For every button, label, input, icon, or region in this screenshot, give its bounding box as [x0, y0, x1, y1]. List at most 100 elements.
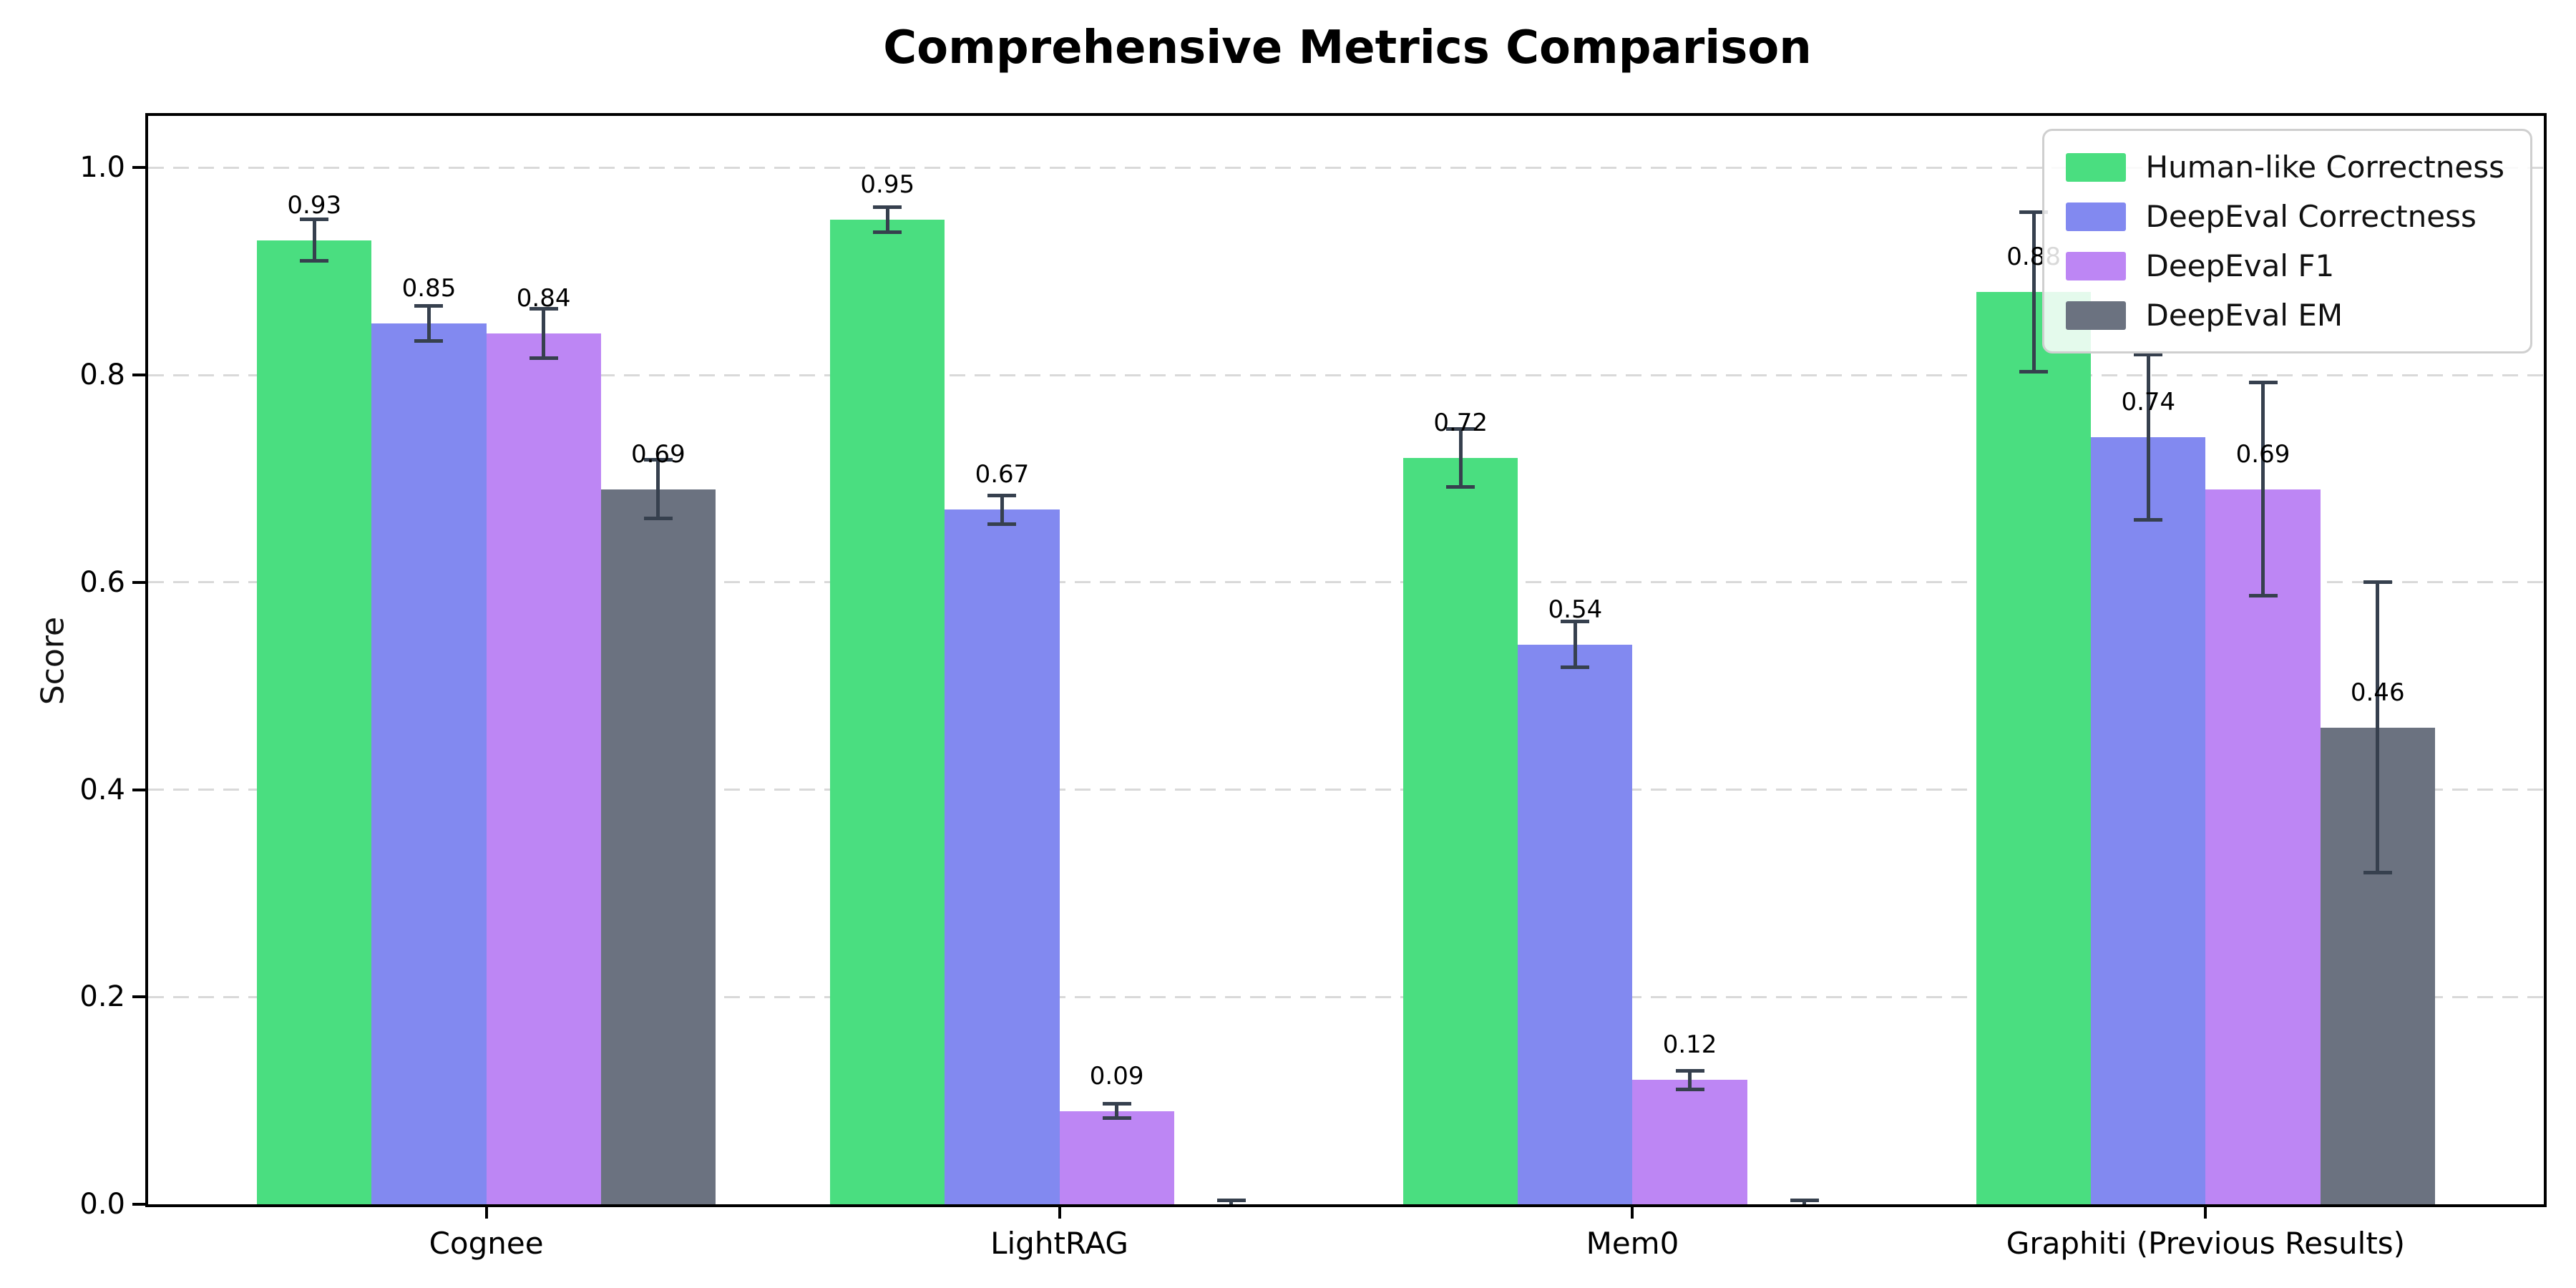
- x-tick-mark: [1058, 1207, 1061, 1219]
- error-bar-cap: [1217, 1206, 1246, 1207]
- bar-value-label: 0.67: [975, 460, 1030, 489]
- legend-swatch-icon: [2065, 301, 2126, 330]
- error-bar-cap: [2248, 594, 2278, 598]
- legend-label: Human-like Correctness: [2145, 150, 2505, 185]
- bar-human-like-correctness-2: [1403, 458, 1518, 1204]
- x-tick-label-3: Graphiti (Previous Results): [2006, 1226, 2406, 1261]
- error-bar-line: [2261, 382, 2265, 596]
- bar-deepeval-correctness-2: [1518, 644, 1633, 1204]
- x-tick-mark: [484, 1207, 488, 1219]
- y-gridline: [148, 581, 2544, 584]
- legend-item-1: DeepEval Correctness: [2065, 199, 2505, 234]
- chart-title: Comprehensive Metrics Comparison: [883, 21, 1812, 74]
- y-tick-mark: [132, 374, 145, 377]
- y-gridline: [148, 374, 2544, 376]
- y-tick-mark: [132, 1203, 145, 1206]
- bar-value-label: 0.74: [2121, 388, 2176, 417]
- error-bar-line: [1229, 1200, 1234, 1204]
- error-bar-cap: [1216, 1198, 1246, 1202]
- error-bar-line: [542, 308, 546, 358]
- bar-value-label: 0.46: [2350, 678, 2405, 707]
- bar-human-like-correctness-0: [257, 240, 372, 1204]
- bar-deepeval-correctness-0: [371, 323, 487, 1204]
- x-tick-mark: [1631, 1207, 1634, 1219]
- error-bar-cap: [1561, 620, 1590, 624]
- legend-swatch-icon: [2065, 152, 2126, 182]
- bar-value-label: 0.09: [1089, 1061, 1144, 1091]
- error-bar-cap: [1675, 1068, 1704, 1073]
- error-bar-cap: [2019, 210, 2049, 215]
- legend: Human-like Correctness DeepEval Correctne…: [2041, 129, 2532, 353]
- error-bar-cap: [1102, 1101, 1131, 1106]
- error-bar-cap: [2019, 370, 2049, 374]
- error-bar-cap: [414, 303, 444, 308]
- y-tick-mark: [132, 166, 145, 170]
- x-tick-label-0: Cognee: [429, 1226, 544, 1261]
- y-tick-label: 1.0: [79, 151, 125, 185]
- error-bar-line: [2031, 212, 2036, 372]
- error-bar-cap: [987, 493, 1017, 497]
- error-bar-line: [1573, 621, 1577, 668]
- bar-deepeval-correctness-1: [945, 509, 1060, 1204]
- bar-value-label: 0.69: [630, 439, 686, 469]
- error-bar-cap: [300, 259, 329, 263]
- error-bar-cap: [643, 458, 673, 462]
- bar-value-label: 0.72: [1433, 409, 1488, 438]
- error-bar-cap: [1790, 1198, 1819, 1202]
- error-bar-cap: [2363, 580, 2392, 585]
- error-bar-cap: [2248, 380, 2278, 384]
- error-bar-line: [1802, 1200, 1807, 1204]
- legend-item-2: DeepEval F1: [2065, 248, 2505, 283]
- legend-item-3: DeepEval EM: [2065, 298, 2505, 333]
- bar-value-label: 0.84: [516, 284, 571, 313]
- x-tick-label-2: Mem0: [1586, 1226, 1679, 1261]
- error-bar-cap: [873, 230, 902, 234]
- error-bar-cap: [2134, 518, 2163, 522]
- y-gridline: [148, 166, 2544, 169]
- error-bar-cap: [643, 516, 673, 520]
- legend-label: DeepEval F1: [2145, 248, 2335, 283]
- error-bar-cap: [414, 338, 444, 343]
- error-bar-cap: [1446, 426, 1475, 431]
- x-tick-mark: [2204, 1207, 2207, 1219]
- error-bar-line: [1458, 429, 1463, 487]
- error-bar-line: [2146, 354, 2150, 520]
- x-tick-label-1: LightRAG: [990, 1226, 1128, 1261]
- error-bar-line: [312, 219, 316, 261]
- error-bar-cap: [529, 356, 558, 361]
- error-bar-line: [1688, 1070, 1692, 1090]
- error-bar-line: [656, 459, 660, 519]
- error-bar-line: [1000, 495, 1004, 525]
- y-tick-label: 0.8: [79, 358, 125, 392]
- error-bar-cap: [529, 306, 558, 311]
- bar-value-label: 0.95: [860, 170, 915, 199]
- bar-human-like-correctness-3: [1976, 292, 2092, 1204]
- bar-value-label: 0.69: [2235, 439, 2290, 469]
- y-tick-mark: [132, 580, 145, 584]
- bar-deepeval-f1-2: [1632, 1080, 1747, 1204]
- legend-swatch-icon: [2065, 202, 2126, 231]
- bar-value-label: 0.54: [1548, 595, 1603, 624]
- legend-item-0: Human-like Correctness: [2065, 150, 2505, 185]
- bar-deepeval-correctness-3: [2091, 437, 2206, 1204]
- error-bar-line: [885, 207, 889, 233]
- bar-value-label: 0.93: [287, 190, 342, 220]
- bar-value-label: 0.12: [1662, 1030, 1717, 1060]
- bar-deepeval-f1-1: [1059, 1111, 1174, 1204]
- error-bar-cap: [1675, 1087, 1704, 1091]
- y-tick-label: 0.2: [79, 980, 125, 1014]
- error-bar-cap: [873, 205, 902, 209]
- y-tick-mark: [132, 995, 145, 999]
- legend-swatch-icon: [2065, 251, 2126, 280]
- bar-value-label: 0.85: [401, 273, 457, 303]
- y-tick-label: 0.4: [79, 773, 125, 806]
- error-bar-cap: [2134, 352, 2163, 356]
- error-bar-cap: [1102, 1116, 1131, 1121]
- bar-deepeval-f1-0: [486, 333, 601, 1204]
- bar-deepeval-em-0: [600, 489, 716, 1204]
- error-bar-cap: [2363, 870, 2392, 874]
- y-tick-label: 0.0: [79, 1188, 125, 1221]
- y-tick-label: 0.6: [79, 565, 125, 599]
- error-bar-line: [2376, 582, 2380, 873]
- y-gridline: [148, 789, 2544, 791]
